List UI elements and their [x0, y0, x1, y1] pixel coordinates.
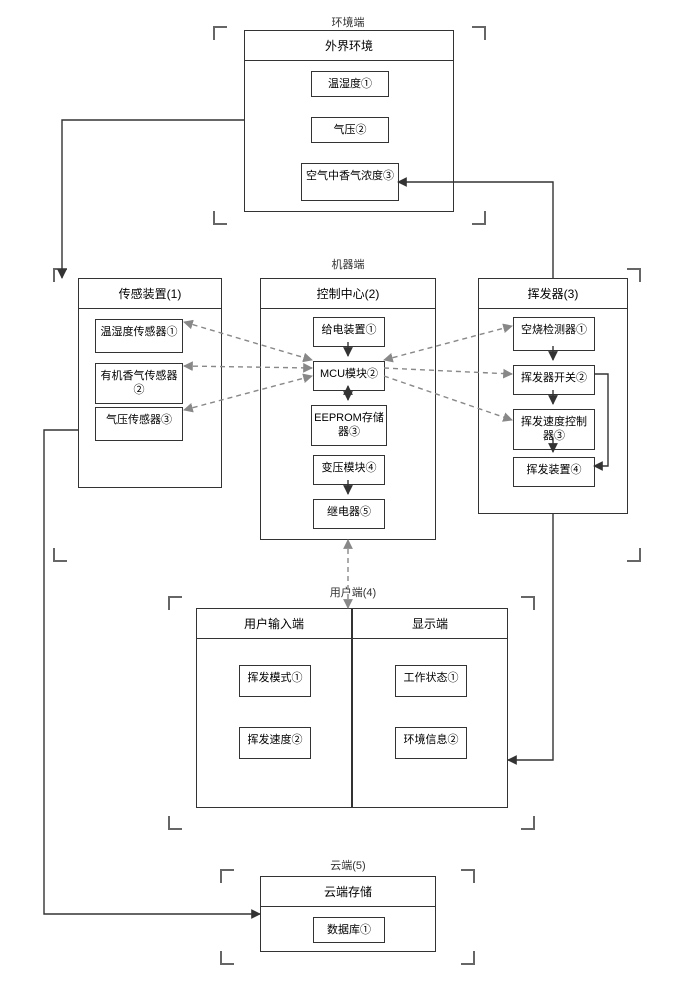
- panel-title-display: 显示端: [353, 609, 507, 639]
- node-env2: 气压②: [311, 117, 389, 143]
- panel-env_panel: 外界环境温湿度① 气压② 空气中香气浓度③: [244, 30, 454, 212]
- node-e2: 挥发器开关②: [513, 365, 595, 395]
- panel-title-control_panel: 控制中心(2): [261, 279, 435, 309]
- corner-env-br: [472, 211, 486, 225]
- node-c5: 继电器⑤: [313, 499, 385, 529]
- panel-title-env_panel: 外界环境: [245, 31, 453, 61]
- panel-control_panel: 控制中心(2) 给电装置① MCU模块② EEPROM存储器③ 变压模块④ 继电器⑤: [260, 278, 436, 540]
- node-c1: 给电装置①: [313, 317, 385, 347]
- section-label-user: 用户端(4): [318, 584, 388, 600]
- corner-cloud-br: [461, 951, 475, 965]
- corner-user-tl: [168, 596, 182, 610]
- node-d1: 工作状态①: [395, 665, 467, 697]
- edge-evap-to-display: [508, 514, 553, 760]
- node-s1: 温湿度传感器①: [95, 319, 183, 353]
- panel-evap_panel: 挥发器(3) 空烧检测器① 挥发器开关② 挥发速度控制器③ 挥发装置④: [478, 278, 628, 514]
- corner-machine-br: [627, 548, 641, 562]
- corner-env-bl: [213, 211, 227, 225]
- section-label-cloud: 云端(5): [318, 857, 378, 873]
- node-s3: 气压传感器③: [95, 407, 183, 441]
- corner-env-tl: [213, 26, 227, 40]
- corner-user-tr: [521, 596, 535, 610]
- node-c2: MCU模块②: [313, 361, 385, 391]
- node-e3: 挥发速度控制器③: [513, 409, 595, 450]
- node-env3: 空气中香气浓度③: [301, 163, 399, 201]
- panel-title-evap_panel: 挥发器(3): [479, 279, 627, 309]
- node-c4: 变压模块④: [313, 455, 385, 485]
- edge-env-to-sensor: [62, 120, 244, 278]
- node-db1: 数据库①: [313, 917, 385, 943]
- corner-machine-tr: [627, 268, 641, 282]
- node-env1: 温湿度①: [311, 71, 389, 97]
- node-e4: 挥发装置④: [513, 457, 595, 487]
- corner-user-bl: [168, 816, 182, 830]
- corner-cloud-bl: [220, 951, 234, 965]
- panel-user_input: 用户输入端挥发模式① 挥发速度②: [196, 608, 352, 808]
- node-u2: 挥发速度②: [239, 727, 311, 759]
- panel-title-user_input: 用户输入端: [197, 609, 351, 639]
- node-d2: 环境信息②: [395, 727, 467, 759]
- corner-machine-bl: [53, 548, 67, 562]
- node-u1: 挥发模式①: [239, 665, 311, 697]
- corner-machine-tl: [53, 268, 67, 282]
- corner-cloud-tr: [461, 869, 475, 883]
- panel-cloud_panel: 云端存储数据库①: [260, 876, 436, 952]
- corner-user-br: [521, 816, 535, 830]
- node-c3: EEPROM存储器③: [311, 405, 387, 446]
- panel-display: 显示端工作状态① 环境信息②: [352, 608, 508, 808]
- panel-sensor_panel: 传感装置(1) 温湿度传感器① 有机香气传感器②气压传感器③: [78, 278, 222, 488]
- node-s2: 有机香气传感器②: [95, 363, 183, 404]
- section-label-machine: 机器端: [318, 256, 378, 272]
- panel-title-sensor_panel: 传感装置(1): [79, 279, 221, 309]
- panel-title-cloud_panel: 云端存储: [261, 877, 435, 907]
- section-label-env: 环境端: [318, 14, 378, 30]
- node-e1: 空烧检测器①: [513, 317, 595, 351]
- corner-env-tr: [472, 26, 486, 40]
- corner-cloud-tl: [220, 869, 234, 883]
